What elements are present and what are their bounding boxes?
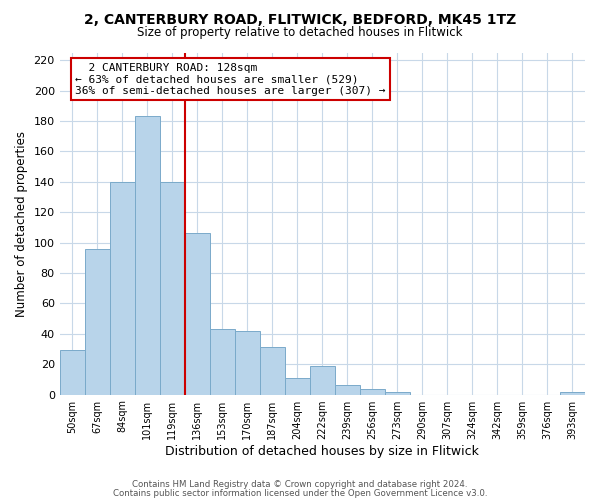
Bar	[185, 234, 210, 394]
X-axis label: Distribution of detached houses by size in Flitwick: Distribution of detached houses by size …	[166, 444, 479, 458]
Bar	[210, 329, 235, 394]
Bar	[560, 392, 585, 394]
Bar	[235, 330, 260, 394]
Text: 2, CANTERBURY ROAD, FLITWICK, BEDFORD, MK45 1TZ: 2, CANTERBURY ROAD, FLITWICK, BEDFORD, M…	[84, 12, 516, 26]
Bar	[160, 182, 185, 394]
Bar	[360, 388, 385, 394]
Text: 2 CANTERBURY ROAD: 128sqm
← 63% of detached houses are smaller (529)
36% of semi: 2 CANTERBURY ROAD: 128sqm ← 63% of detac…	[76, 63, 386, 96]
Text: Size of property relative to detached houses in Flitwick: Size of property relative to detached ho…	[137, 26, 463, 39]
Bar	[335, 386, 360, 394]
Bar	[260, 348, 285, 395]
Bar	[85, 248, 110, 394]
Y-axis label: Number of detached properties: Number of detached properties	[15, 130, 28, 316]
Text: Contains public sector information licensed under the Open Government Licence v3: Contains public sector information licen…	[113, 489, 487, 498]
Bar	[285, 378, 310, 394]
Text: Contains HM Land Registry data © Crown copyright and database right 2024.: Contains HM Land Registry data © Crown c…	[132, 480, 468, 489]
Bar	[135, 116, 160, 394]
Bar	[110, 182, 135, 394]
Bar	[310, 366, 335, 394]
Bar	[385, 392, 410, 394]
Bar	[59, 350, 85, 395]
